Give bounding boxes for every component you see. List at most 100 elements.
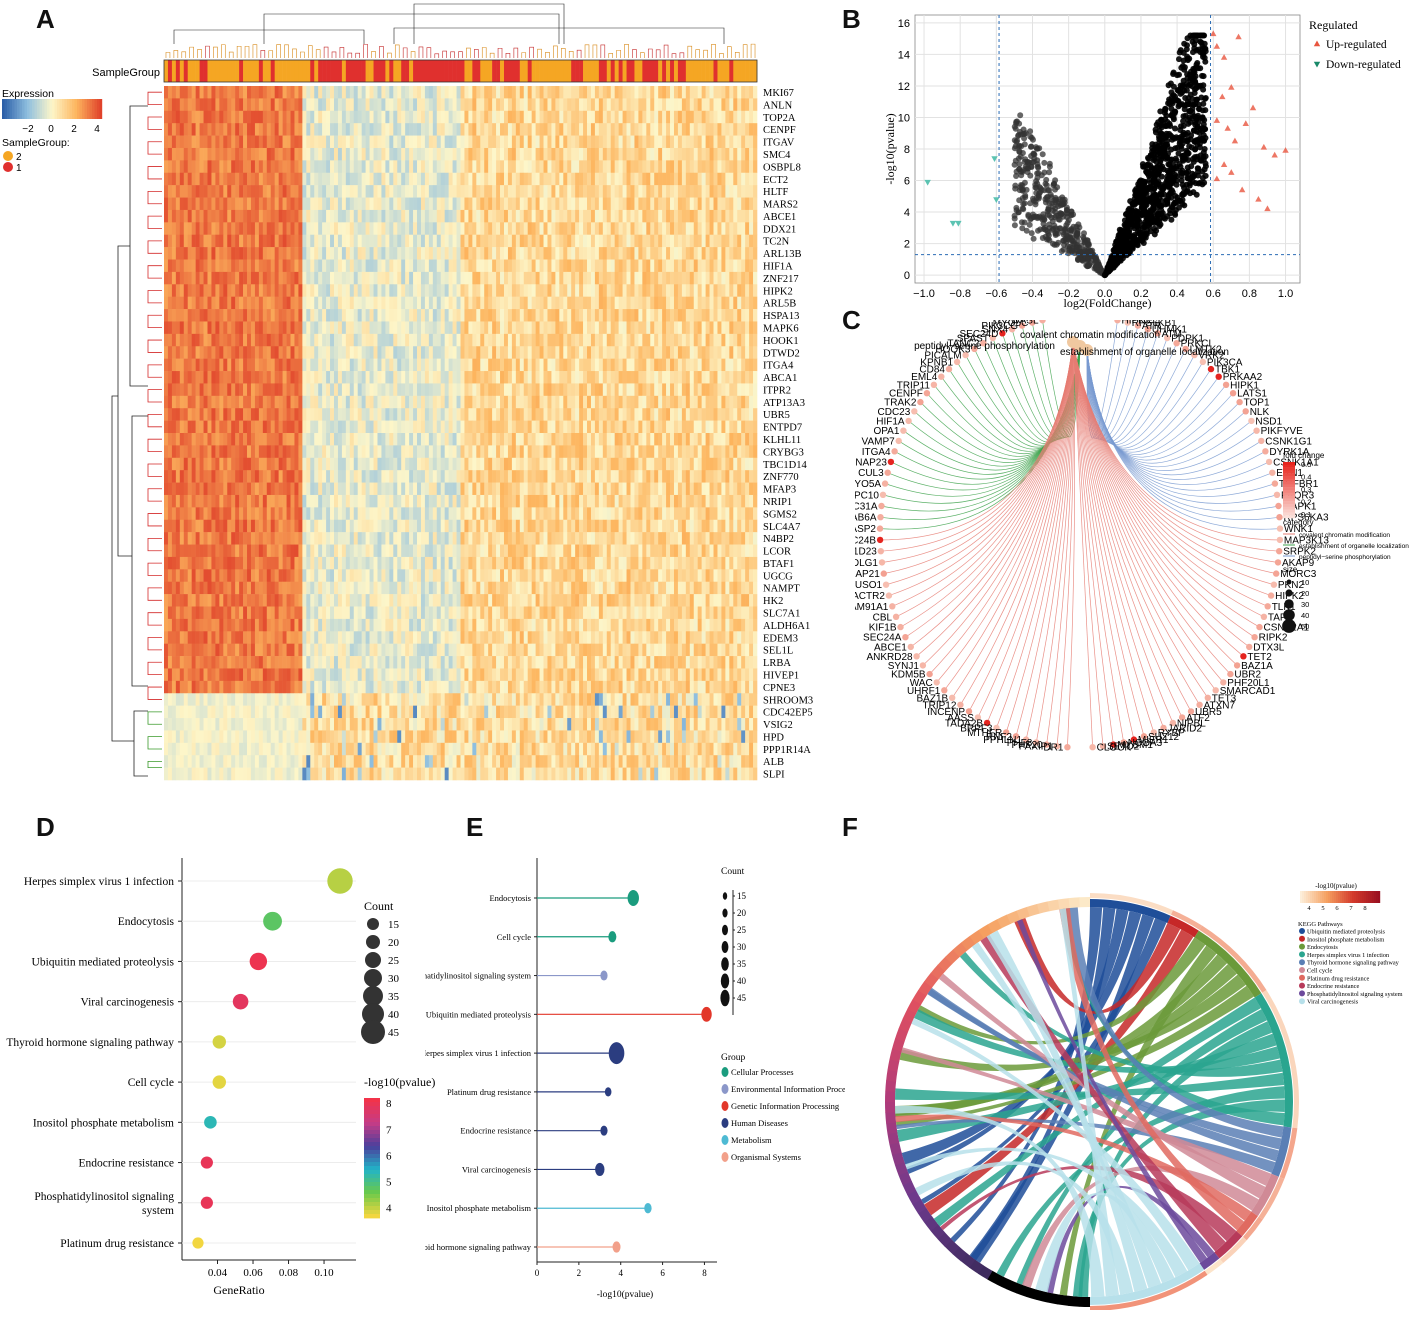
heatmap-cell	[539, 482, 544, 496]
heatmap-cell	[345, 482, 351, 496]
heatmap-cell	[175, 284, 181, 297]
heatmap-cell	[460, 147, 465, 161]
heatmap-cell	[290, 470, 295, 483]
heatmap-cell	[456, 185, 461, 198]
heatmap-cell	[689, 222, 695, 236]
heatmap-cell	[377, 86, 382, 99]
heatmap-cell	[693, 333, 698, 347]
heatmap-cell	[729, 296, 734, 310]
heatmap-cell	[270, 209, 275, 223]
heatmap-cell	[318, 296, 323, 310]
heatmap-cell	[662, 185, 667, 198]
heatmap-cell	[231, 135, 236, 149]
heatmap-cell	[496, 271, 501, 285]
heatmap-cell	[337, 457, 343, 471]
heatmap-cell	[492, 395, 497, 409]
heatmap-cell	[333, 147, 339, 161]
heatmap-cell	[472, 222, 477, 236]
heatmap-cell	[484, 147, 489, 161]
heatmap-cell	[555, 160, 560, 174]
heatmap-cell	[207, 408, 212, 421]
heatmap-cell	[507, 135, 513, 149]
heatmap-cell	[270, 271, 275, 285]
heatmap-cell	[602, 197, 608, 211]
heatmap-cell	[219, 172, 224, 186]
heatmap-cell	[733, 457, 738, 471]
heatmap-cell	[314, 147, 319, 161]
heatmap-cell	[247, 358, 252, 372]
heatmap-cell	[737, 247, 742, 260]
heatmap-cell	[333, 309, 339, 322]
heatmap-cell	[551, 135, 556, 149]
heatmap-cell	[254, 395, 260, 409]
heatmap-cell	[322, 482, 327, 496]
heatmap-cell	[658, 358, 663, 372]
heatmap-cell	[262, 86, 268, 99]
heatmap-cell	[476, 371, 481, 384]
heatmap-cell	[650, 197, 655, 211]
heatmap-cell	[282, 470, 287, 483]
heatmap-cell	[634, 135, 639, 149]
heatmap-cell	[606, 172, 612, 186]
heatmap-cell	[199, 209, 204, 223]
heatmap-cell	[286, 346, 291, 359]
heatmap-cell	[302, 222, 307, 236]
heatmap-cell	[353, 296, 359, 310]
heatmap-cell	[579, 259, 584, 273]
heatmap-cell	[326, 259, 331, 273]
heatmap-cell	[361, 271, 366, 285]
heatmap-cell	[369, 296, 374, 310]
heatmap-cell	[266, 234, 272, 248]
heatmap-cell	[318, 271, 323, 285]
heatmap-cell	[741, 457, 746, 471]
heatmap-cell	[689, 147, 695, 161]
heatmap-cell	[496, 420, 501, 434]
heatmap-cell	[164, 395, 169, 409]
heatmap-cell	[503, 457, 509, 471]
heatmap-cell	[187, 457, 192, 471]
heatmap-cell	[654, 147, 659, 161]
heatmap-cell	[353, 358, 359, 372]
heatmap-cell	[575, 160, 580, 174]
heatmap-cell	[377, 470, 382, 483]
heatmap-cell	[436, 371, 442, 384]
heatmap-cell	[551, 383, 556, 397]
heatmap-cell	[270, 371, 275, 384]
heatmap-cell	[523, 395, 528, 409]
heatmap-cell	[590, 259, 596, 273]
heatmap-cell	[302, 445, 307, 459]
heatmap-cell	[266, 383, 272, 397]
heatmap-cell	[531, 247, 536, 260]
heatmap-cell	[567, 123, 572, 136]
heatmap-cell	[191, 395, 196, 409]
heatmap-cell	[420, 123, 426, 136]
heatmap-cell	[705, 358, 710, 372]
heatmap-cell	[618, 383, 623, 397]
heatmap-cell	[239, 383, 244, 397]
heatmap-cell	[547, 247, 552, 260]
heatmap-cell	[721, 110, 726, 124]
heatmap-cell	[587, 209, 592, 223]
heatmap-cell	[187, 259, 192, 273]
heatmap-cell	[314, 160, 319, 174]
heatmap-cell	[322, 209, 327, 223]
heatmap-cell	[503, 433, 509, 446]
heatmap-cell	[306, 457, 311, 471]
heatmap-cell	[167, 346, 173, 359]
heatmap-cell	[345, 445, 351, 459]
heatmap-cell	[345, 135, 351, 149]
heatmap-cell	[330, 445, 335, 459]
heatmap-cell	[318, 259, 323, 273]
heatmap-cell	[326, 197, 331, 211]
heatmap-cell	[270, 197, 275, 211]
heatmap-cell	[689, 197, 695, 211]
heatmap-cell	[250, 234, 256, 248]
heatmap-cell	[579, 247, 584, 260]
heatmap-cell	[440, 445, 445, 459]
heatmap-cell	[254, 197, 260, 211]
heatmap-cell	[614, 197, 619, 211]
heatmap-cell	[187, 197, 192, 211]
heatmap-cell	[409, 110, 414, 124]
heatmap-cell	[369, 271, 374, 285]
heatmap-cell	[436, 160, 442, 174]
